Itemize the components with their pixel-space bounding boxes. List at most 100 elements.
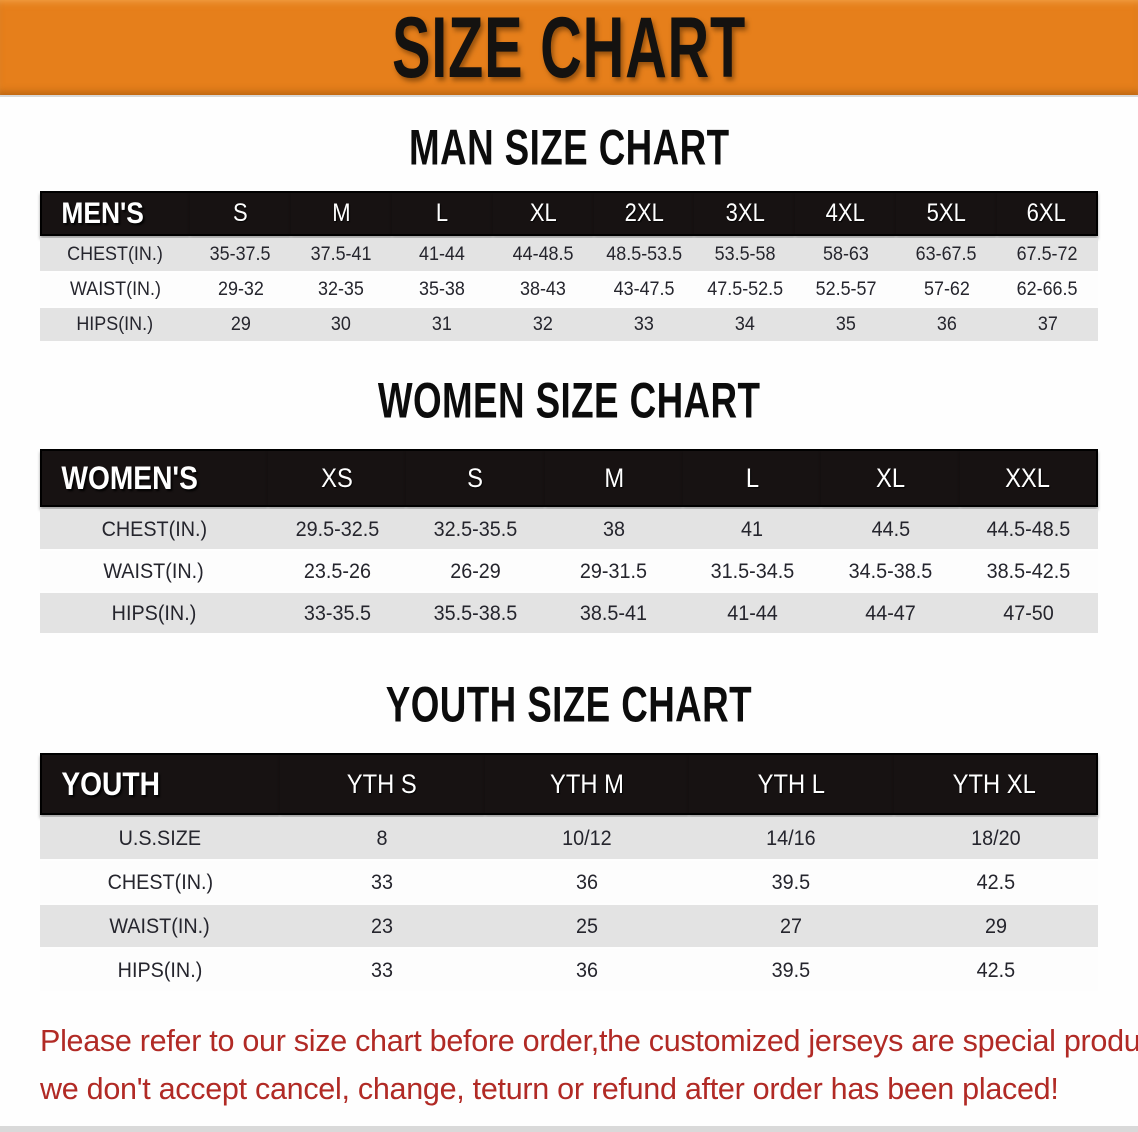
size-cell-value: 57-62 bbox=[923, 278, 970, 300]
size-cell-value: 10/12 bbox=[561, 825, 612, 850]
size-cell: 33 bbox=[593, 308, 695, 341]
table-header-row: MEN'S S M L XL 2XL 3XL 4XL 5XL 6XL bbox=[40, 191, 1098, 236]
size-cell-value: 44.5 bbox=[871, 516, 910, 541]
size-cell-value: 14/16 bbox=[766, 825, 817, 850]
size-cell-value: 29 bbox=[230, 313, 251, 335]
size-cell-value: 32.5-35.5 bbox=[433, 516, 518, 541]
women-size-table: WOMEN'S XS S M L XL XXL CHEST(IN.) 29.5-32.5 32.5… bbox=[40, 447, 1098, 635]
bottom-edge-divider bbox=[0, 1126, 1138, 1132]
row-label: HIPS(IN.) bbox=[40, 949, 280, 991]
column-header-xs: XS bbox=[268, 449, 407, 507]
size-cell-value: 48.5-53.5 bbox=[606, 243, 682, 265]
size-cell-value: 43-47.5 bbox=[613, 278, 675, 300]
size-cell: 38 bbox=[544, 509, 683, 549]
table-row-hips-in: HIPS(IN.) 29 30 31 32 33 34 35 36 37 bbox=[40, 308, 1098, 341]
size-cell: 53.5-58 bbox=[694, 238, 796, 271]
size-cell: 44-48.5 bbox=[492, 238, 594, 271]
size-cell-value: 35.5-38.5 bbox=[433, 600, 518, 625]
column-header-text: YTH L bbox=[757, 768, 825, 799]
size-cell: 48.5-53.5 bbox=[593, 238, 695, 271]
column-header-m: M bbox=[544, 449, 683, 507]
table-header: MEN'S S M L XL 2XL 3XL 4XL 5XL 6XL bbox=[40, 191, 1098, 236]
women-section-heading-text: WOMEN SIZE CHART bbox=[377, 371, 761, 429]
women-section: WOMEN SIZE CHART WOMEN'S XS S M L XL XXL CHEST(… bbox=[0, 371, 1138, 635]
size-cell-value: 31 bbox=[432, 313, 453, 335]
size-cell-value: 33 bbox=[371, 869, 394, 894]
table-row-u-s-size: U.S.SIZE 8 10/12 14/16 18/20 bbox=[40, 817, 1098, 859]
size-cell-value: 25 bbox=[575, 913, 598, 938]
men-section: MAN SIZE CHART MEN'S S M L XL 2XL 3XL 4XL 5XL 6XL… bbox=[0, 118, 1138, 343]
size-cell-value: 53.5-58 bbox=[714, 243, 776, 265]
column-header-l: L bbox=[391, 191, 493, 236]
size-cell-value: 30 bbox=[331, 313, 352, 335]
row-label: WAIST(IN.) bbox=[40, 905, 280, 947]
size-cell: 47-50 bbox=[959, 593, 1098, 633]
size-cell-value: 38-43 bbox=[520, 278, 567, 300]
size-cell-value: 35-37.5 bbox=[210, 243, 271, 265]
size-cell-value: 42.5 bbox=[976, 869, 1015, 894]
size-cell: 38.5-42.5 bbox=[959, 551, 1098, 591]
size-cell: 35 bbox=[795, 308, 897, 341]
row-label-text: CHEST(IN.) bbox=[107, 869, 213, 894]
row-label-text: WAIST(IN.) bbox=[109, 913, 211, 938]
size-cell-value: 32 bbox=[533, 313, 554, 335]
size-cell-value: 33 bbox=[633, 313, 654, 335]
size-cell-value: 31.5-34.5 bbox=[710, 558, 794, 583]
size-cell-value: 36 bbox=[575, 957, 598, 982]
table-body: CHEST(IN.) 35-37.5 37.5-41 41-44 44-48.5 48.5… bbox=[40, 238, 1098, 341]
size-cell: 29.5-32.5 bbox=[268, 509, 407, 549]
men-section-heading: MAN SIZE CHART bbox=[0, 118, 1138, 176]
row-label-text: HIPS(IN.) bbox=[76, 313, 154, 335]
row-label: U.S.SIZE bbox=[40, 817, 280, 859]
size-cell-value: 35-38 bbox=[419, 278, 466, 300]
column-header-text: YTH M bbox=[549, 768, 624, 799]
size-cell-value: 44-47 bbox=[865, 600, 916, 625]
size-cell: 33 bbox=[280, 949, 485, 991]
column-header-text: YTH XL bbox=[953, 768, 1037, 799]
youth-section-heading-text: YOUTH SIZE CHART bbox=[385, 675, 753, 733]
size-cell: 62-66.5 bbox=[997, 273, 1098, 306]
table-row-waist-in: WAIST(IN.) 29-32 32-35 35-38 38-43 43-47.5 47.… bbox=[40, 273, 1098, 306]
row-label-text: WAIST(IN.) bbox=[69, 278, 161, 300]
table-group-label: MEN'S bbox=[40, 191, 190, 236]
table-group-label-text: MEN'S bbox=[61, 196, 144, 230]
size-cell-value: 42.5 bbox=[976, 957, 1015, 982]
table-row-hips-in: HIPS(IN.) 33-35.5 35.5-38.5 38.5-41 41-44 44-… bbox=[40, 593, 1098, 633]
column-header-text: S bbox=[467, 462, 484, 493]
row-label-text: HIPS(IN.) bbox=[111, 600, 197, 625]
size-cell: 32 bbox=[492, 308, 594, 341]
size-cell: 44-47 bbox=[821, 593, 960, 633]
size-cell-value: 44.5-48.5 bbox=[987, 516, 1071, 541]
size-cell-value: 34 bbox=[734, 313, 755, 335]
men-section-heading-text: MAN SIZE CHART bbox=[408, 118, 730, 176]
table-row-waist-in: WAIST(IN.) 23 25 27 29 bbox=[40, 905, 1098, 947]
row-label-text: CHEST(IN.) bbox=[67, 243, 163, 265]
disclaimer: Please refer to our size chart before or… bbox=[40, 1017, 1138, 1113]
size-cell-value: 38 bbox=[602, 516, 625, 541]
column-header-xl: XL bbox=[492, 191, 594, 236]
column-header-4xl: 4XL bbox=[795, 191, 897, 236]
size-cell: 23 bbox=[280, 905, 485, 947]
size-cell: 29 bbox=[893, 905, 1098, 947]
column-header-5xl: 5XL bbox=[896, 191, 997, 236]
size-cell: 29 bbox=[190, 308, 291, 341]
size-cell-value: 41-44 bbox=[726, 600, 778, 625]
size-cell-value: 18/20 bbox=[970, 825, 1021, 850]
size-cell-value: 29-31.5 bbox=[580, 558, 648, 583]
column-header-text: S bbox=[233, 199, 248, 227]
row-label-text: CHEST(IN.) bbox=[101, 516, 207, 541]
column-header-text: XL bbox=[875, 462, 906, 493]
size-cell: 35-37.5 bbox=[190, 238, 291, 271]
column-header-text: 5XL bbox=[926, 199, 967, 227]
size-cell: 31.5-34.5 bbox=[682, 551, 822, 591]
column-header-text: YTH S bbox=[347, 768, 418, 799]
size-cell-value: 41 bbox=[741, 516, 764, 541]
size-cell: 42.5 bbox=[893, 949, 1098, 991]
size-cell: 41-44 bbox=[682, 593, 822, 633]
column-header-s: S bbox=[406, 449, 545, 507]
size-cell-value: 8 bbox=[376, 825, 388, 850]
size-cell-value: 29-32 bbox=[217, 278, 264, 300]
size-cell-value: 23 bbox=[371, 913, 394, 938]
size-cell: 35-38 bbox=[391, 273, 493, 306]
size-cell-value: 26-29 bbox=[450, 558, 501, 583]
